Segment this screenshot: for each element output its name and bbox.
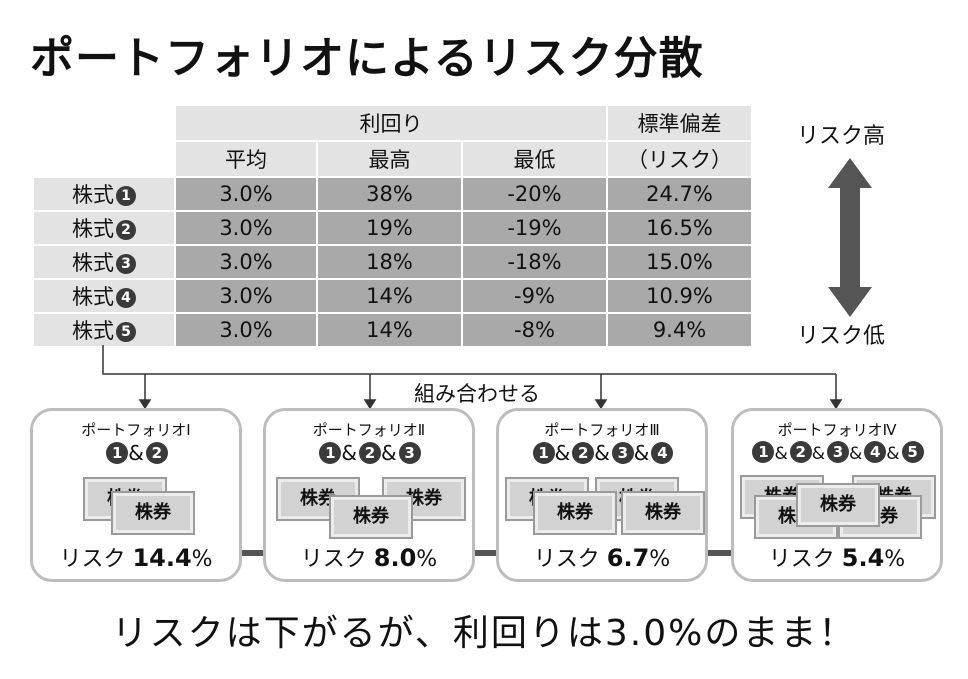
risk-low-label: リスク低 [797, 324, 886, 349]
max-cell: 18% [316, 244, 463, 280]
min-cell: -9% [461, 278, 608, 314]
portfolio-combo: 1 & 2 [33, 441, 239, 465]
avg-cell: 3.0% [174, 278, 318, 314]
sd-cell: 16.5% [606, 210, 753, 246]
sd-cell: 24.7% [606, 176, 753, 212]
min-header: 最低 [461, 140, 608, 178]
table-row: 株式 1 3.0% 38% -20% 24.7% [32, 176, 753, 212]
portfolio-risk: リスク 8.0% [300, 544, 438, 572]
portfolio-card-3: ポートフォリオⅢ 1&2&3&4 株券 株券 株券 株券 リスク 6.7% [496, 408, 708, 582]
max-cell: 14% [316, 312, 463, 348]
combine-label: 組み合わせる [410, 378, 544, 408]
portfolio-risk: リスク 14.4% [59, 544, 213, 572]
sd-cell: 10.9% [606, 278, 753, 314]
stock-label: 株式 1 [32, 176, 176, 212]
max-cell: 19% [316, 210, 463, 246]
number-badge: 1 [116, 186, 136, 206]
table-row: 株式 3 3.0% 18% -18% 15.0% [32, 244, 753, 280]
stock-certificate-icon: 株券 [621, 491, 705, 535]
number-badge: 3 [116, 254, 136, 274]
risk-high-label: リスク高 [797, 124, 886, 149]
portfolio-title: ポートフォリオⅡ [312, 421, 426, 439]
sd-header-line1: 標準偏差 [606, 104, 753, 142]
avg-header: 平均 [174, 140, 318, 178]
portfolio-title: ポートフォリオⅣ [777, 421, 897, 439]
min-cell: -18% [461, 244, 608, 280]
table-row: 株式 5 3.0% 14% -8% 9.4% [32, 312, 753, 348]
number-badge: 5 [116, 322, 136, 342]
table-row: 株式 4 3.0% 14% -9% 10.9% [32, 278, 753, 314]
max-cell: 14% [316, 278, 463, 314]
portfolio-combo: 1 & 2 & 3 [266, 441, 472, 465]
portfolio-card-2: ポートフォリオⅡ 1 & 2 & 3 株券 株券 株券 リスク 8.0% [263, 408, 475, 582]
portfolio-card-4: ポートフォリオⅣ 1&2&3&4&5 株券 株券 株券 株券 株券 リスク 5.… [731, 408, 943, 582]
risk-table: 利回り 標準偏差 平均 最高 最低 （リスク） 株式 1 3.0% 38% -20… [32, 104, 753, 348]
portfolio-risk: リスク 5.4% [768, 544, 906, 572]
avg-cell: 3.0% [174, 244, 318, 280]
stock-certificate-icon: 株券 [533, 491, 617, 535]
min-cell: -19% [461, 210, 608, 246]
portfolio-combo: 1 & 2 & 3 & 4 & 5 [734, 441, 940, 464]
stock-certificate-icon: 株券 [329, 495, 413, 539]
avg-cell: 3.0% [174, 312, 318, 348]
return-group-header: 利回り [174, 104, 608, 142]
stock-certificate-icon: 株券 [796, 483, 880, 527]
max-cell: 38% [316, 176, 463, 212]
portfolio-title: ポートフォリオⅠ [81, 421, 191, 439]
portfolio-risk: リスク 6.7% [533, 544, 671, 572]
conclusion-text: リスクは下がるが、利回りは3.0%のまま！ [111, 613, 857, 654]
stock-certificate-icon: 株券 [111, 491, 195, 535]
sd-cell: 15.0% [606, 244, 753, 280]
number-badge: 4 [116, 288, 136, 308]
portfolio-card-1: ポートフォリオⅠ 1&2 株券 株券 リスク 14.4% [30, 408, 242, 582]
portfolio-combo: 1 & 2 & 3 & 4 [499, 441, 705, 465]
stock-label: 株式 2 [32, 210, 176, 246]
number-badge: 2 [116, 220, 136, 240]
page-title: ポートフォリオによるリスク分散 [30, 33, 704, 84]
portfolio-title: ポートフォリオⅢ [544, 421, 660, 439]
avg-cell: 3.0% [174, 210, 318, 246]
sd-header-line2: （リスク） [606, 140, 753, 178]
stock-label: 株式 3 [32, 244, 176, 280]
table-row: 株式 2 3.0% 19% -19% 16.5% [32, 210, 753, 246]
double-arrow-icon [828, 158, 872, 317]
stock-label: 株式 4 [32, 278, 176, 314]
avg-cell: 3.0% [174, 176, 318, 212]
max-header: 最高 [316, 140, 463, 178]
stock-label: 株式 5 [32, 312, 176, 348]
min-cell: -20% [461, 176, 608, 212]
sd-cell: 9.4% [606, 312, 753, 348]
min-cell: -8% [461, 312, 608, 348]
